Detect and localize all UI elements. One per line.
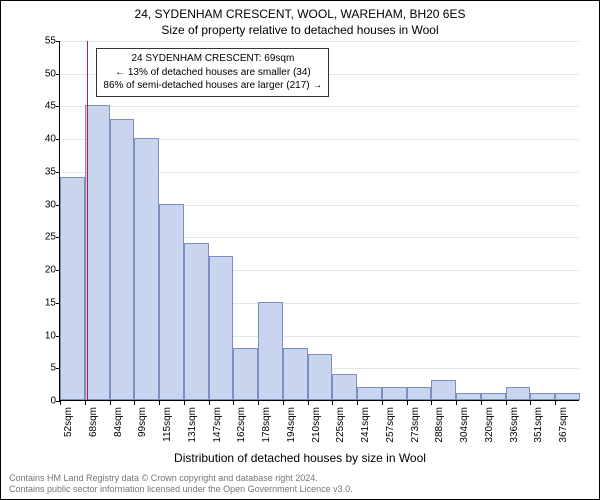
x-tick-mark: [233, 401, 234, 405]
y-tick-label: 50: [45, 68, 60, 79]
x-tick-label: 162sqm: [236, 407, 247, 443]
y-tick-label: 20: [45, 265, 60, 276]
histogram-bar: [110, 119, 135, 400]
x-tick-mark: [209, 401, 210, 405]
histogram-bar: [308, 354, 333, 400]
copyright-line-1: Contains HM Land Registry data © Crown c…: [9, 473, 591, 484]
x-tick-mark: [134, 401, 135, 405]
histogram-bar: [506, 387, 531, 400]
x-tick-mark: [283, 401, 284, 405]
marker-line: [87, 41, 88, 400]
x-tick-label: 304sqm: [459, 407, 470, 443]
x-tick-mark: [382, 401, 383, 405]
x-tick-label: 241sqm: [360, 407, 371, 443]
histogram-bar: [258, 302, 283, 400]
histogram-bar: [159, 204, 184, 400]
histogram-bar: [60, 177, 85, 400]
annotation-box: 24 SYDENHAM CRESCENT: 69sqm← 13% of deta…: [96, 48, 329, 97]
x-tick-label: 351sqm: [533, 407, 544, 443]
histogram-bar: [134, 138, 159, 400]
x-tick-mark: [308, 401, 309, 405]
x-tick-label: 273sqm: [410, 407, 421, 443]
histogram-bar: [332, 374, 357, 400]
histogram-bar: [382, 387, 407, 400]
histogram-bar: [184, 243, 209, 400]
x-tick-mark: [159, 401, 160, 405]
x-tick-label: 84sqm: [113, 407, 124, 437]
x-tick-mark: [530, 401, 531, 405]
histogram-bar: [431, 380, 456, 400]
x-axis-label: Distribution of detached houses by size …: [1, 451, 599, 465]
histogram-bar: [481, 393, 506, 400]
y-tick-label: 45: [45, 101, 60, 112]
y-tick-label: 55: [45, 36, 60, 47]
page-subtitle: Size of property relative to detached ho…: [1, 23, 599, 37]
annotation-line: ← 13% of detached houses are smaller (34…: [103, 66, 322, 80]
x-tick-label: 147sqm: [212, 407, 223, 443]
gridline: [60, 106, 579, 107]
x-tick-mark: [85, 401, 86, 405]
page-title: 24, SYDENHAM CRESCENT, WOOL, WAREHAM, BH…: [1, 7, 599, 21]
x-tick-label: 336sqm: [509, 407, 520, 443]
y-tick-label: 25: [45, 232, 60, 243]
gridline: [60, 41, 579, 42]
x-tick-mark: [258, 401, 259, 405]
y-tick-label: 35: [45, 166, 60, 177]
x-tick-mark: [357, 401, 358, 405]
x-tick-mark: [506, 401, 507, 405]
x-tick-label: 257sqm: [385, 407, 396, 443]
x-tick-mark: [110, 401, 111, 405]
x-tick-mark: [332, 401, 333, 405]
y-tick-label: 5: [50, 363, 60, 374]
x-tick-label: 131sqm: [187, 407, 198, 443]
x-tick-mark: [60, 401, 61, 405]
x-tick-label: 178sqm: [261, 407, 272, 443]
y-tick-label: 40: [45, 134, 60, 145]
histogram-bar: [233, 348, 258, 400]
x-tick-mark: [456, 401, 457, 405]
y-tick-label: 0: [50, 396, 60, 407]
x-tick-label: 99sqm: [137, 407, 148, 437]
histogram-bar: [85, 105, 110, 400]
y-tick-label: 10: [45, 330, 60, 341]
histogram-bar: [407, 387, 432, 400]
copyright-footer: Contains HM Land Registry data © Crown c…: [9, 473, 591, 496]
histogram-bar: [555, 393, 580, 400]
annotation-line: 86% of semi-detached houses are larger (…: [103, 79, 322, 93]
x-tick-label: 52sqm: [63, 407, 74, 437]
x-tick-label: 68sqm: [88, 407, 99, 437]
x-tick-mark: [555, 401, 556, 405]
x-tick-mark: [407, 401, 408, 405]
x-tick-label: 115sqm: [162, 407, 173, 442]
y-tick-label: 30: [45, 199, 60, 210]
x-tick-mark: [184, 401, 185, 405]
x-tick-label: 225sqm: [335, 407, 346, 443]
x-tick-label: 367sqm: [558, 407, 569, 443]
chart-plot-area: 051015202530354045505552sqm68sqm84sqm99s…: [59, 41, 579, 401]
annotation-line: 24 SYDENHAM CRESCENT: 69sqm: [103, 52, 322, 66]
histogram-bar: [357, 387, 382, 400]
y-tick-label: 15: [45, 297, 60, 308]
x-tick-mark: [481, 401, 482, 405]
copyright-line-2: Contains public sector information licen…: [9, 484, 591, 495]
x-tick-label: 320sqm: [484, 407, 495, 443]
histogram-bar: [530, 393, 555, 400]
x-tick-label: 210sqm: [311, 407, 322, 443]
histogram-bar: [456, 393, 481, 400]
histogram-bar: [283, 348, 308, 400]
histogram-bar: [209, 256, 234, 400]
x-tick-mark: [431, 401, 432, 405]
x-tick-label: 288sqm: [434, 407, 445, 443]
x-tick-label: 194sqm: [286, 407, 297, 443]
